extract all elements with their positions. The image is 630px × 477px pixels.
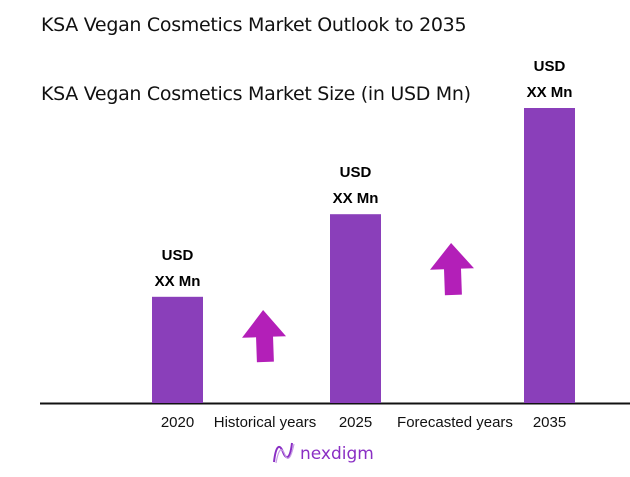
x-tick-label: 2020 — [161, 414, 194, 431]
data-label: XX Mn — [155, 273, 201, 290]
bar-2020 — [152, 296, 203, 403]
data-label: USD — [534, 58, 566, 75]
chart-title: KSA Vegan Cosmetics Market Outlook to 20… — [41, 14, 467, 36]
up-arrow-icon — [242, 310, 287, 363]
bar-2025 — [330, 214, 381, 403]
nexdigm-logo: nexdigm — [273, 442, 374, 464]
up-arrow-icon — [430, 243, 474, 296]
data-label: XX Mn — [333, 190, 379, 207]
data-label: USD — [340, 164, 372, 181]
period-label-historical: Historical years — [214, 414, 317, 431]
chart-subtitle: KSA Vegan Cosmetics Market Size (in USD … — [41, 83, 471, 105]
data-label: USD — [162, 247, 194, 264]
logo-text: nexdigm — [300, 444, 374, 464]
bar-2035 — [524, 108, 575, 403]
x-tick-label: 2035 — [533, 414, 566, 431]
x-tick-label: 2025 — [339, 414, 372, 431]
period-label-forecasted: Forecasted years — [397, 414, 513, 431]
data-label: XX Mn — [527, 84, 573, 101]
